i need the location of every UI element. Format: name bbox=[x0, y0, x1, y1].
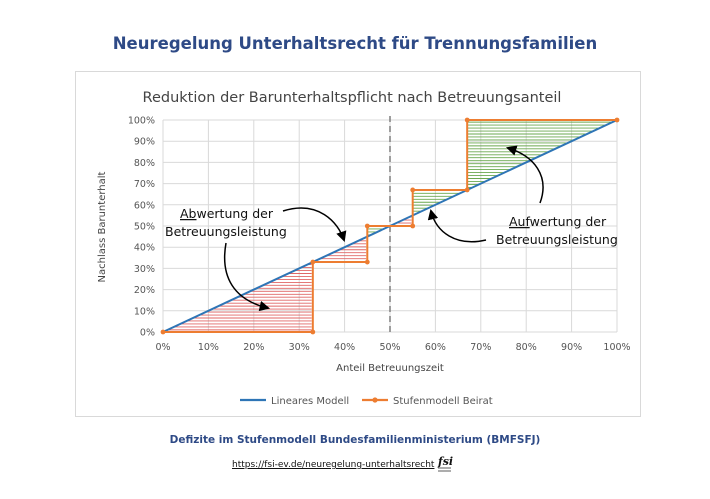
step-point bbox=[364, 223, 370, 229]
annotation-arrow-to-step bbox=[282, 207, 347, 242]
page-title: Neuregelung Unterhaltsrecht für Trennung… bbox=[112, 34, 598, 53]
step-point bbox=[614, 117, 620, 123]
x-tick-label: 20% bbox=[243, 342, 264, 353]
annotation-arrow-to-deficit bbox=[224, 242, 271, 312]
y-tick-label: 90% bbox=[134, 137, 155, 148]
y-tick-label: 10% bbox=[134, 306, 155, 317]
annotation-arrow-to-surplus bbox=[505, 145, 544, 204]
step-point bbox=[410, 187, 416, 193]
x-tick-label: 40% bbox=[334, 342, 355, 353]
x-tick-label: 60% bbox=[425, 342, 446, 353]
y-tick-label: 30% bbox=[134, 264, 155, 275]
y-tick-label: 60% bbox=[134, 200, 155, 211]
legend-label-step: Stufenmodell Beirat bbox=[393, 396, 493, 407]
x-axis-label: Anteil Betreuungszeit bbox=[336, 363, 444, 374]
step-point bbox=[464, 117, 470, 123]
annotation-aufwertung: Aufwertung der Betreuungsleistung bbox=[427, 145, 618, 247]
step-point bbox=[464, 187, 470, 193]
annotation-arrow-to-small-surplus bbox=[427, 208, 487, 243]
tick-layer: 0% 10% 20% 30% 40% 50% 60% 70% 80% 90% 100% 0% 10% 20… bbox=[128, 116, 631, 354]
step-point bbox=[160, 329, 166, 335]
annotation-aufwertung-underlined: Auf bbox=[509, 214, 530, 229]
step-point bbox=[364, 259, 370, 265]
series-layer bbox=[160, 116, 620, 335]
caption: Defizite im Stufenmodell Bundesfamilienm… bbox=[169, 434, 541, 446]
y-tick-label: 0% bbox=[140, 328, 155, 339]
y-tick-label: 50% bbox=[134, 222, 155, 233]
fsi-logo: fsi bbox=[437, 455, 453, 472]
source-link[interactable]: https://fsi-ev.de/neuregelung-unterhalts… bbox=[232, 460, 435, 470]
chart-svg: Reduktion der Barunterhaltspflicht nach … bbox=[97, 90, 631, 407]
fsi-logo-text: fsi bbox=[437, 455, 453, 468]
annotation-abwertung-rest: wertung der bbox=[197, 206, 274, 221]
annotation-aufwertung-rest: wertung der bbox=[530, 214, 607, 229]
step-point bbox=[310, 259, 316, 265]
chart-frame: Reduktion der Barunterhaltspflicht nach … bbox=[75, 71, 641, 417]
annotation-abwertung: Abwertung der Betreuungsleistung bbox=[165, 206, 347, 312]
y-tick-label: 70% bbox=[134, 179, 155, 190]
step-point bbox=[310, 329, 316, 335]
svg-text:Aufwertung der: Aufwertung der bbox=[509, 214, 607, 229]
y-tick-label: 80% bbox=[134, 158, 155, 169]
y-tick-label: 40% bbox=[134, 243, 155, 254]
x-tick-label: 0% bbox=[155, 342, 170, 353]
chart-title: Reduktion der Barunterhaltspflicht nach … bbox=[143, 90, 562, 106]
y-tick-label: 20% bbox=[134, 285, 155, 296]
annotation-aufwertung-line2: Betreuungsleistung bbox=[496, 232, 618, 247]
annotation-abwertung-line2: Betreuungsleistung bbox=[165, 224, 287, 239]
x-tick-label: 80% bbox=[516, 342, 537, 353]
legend-marker-step bbox=[372, 397, 378, 403]
series-line-step bbox=[163, 119, 617, 333]
y-axis-label: Nachlass Barunterhalt bbox=[97, 171, 108, 282]
svg-text:Abwertung der: Abwertung der bbox=[180, 206, 274, 221]
legend: Lineares Modell Stufenmodell Beirat bbox=[240, 396, 493, 407]
x-tick-label: 90% bbox=[561, 342, 582, 353]
x-tick-label: 50% bbox=[379, 342, 400, 353]
x-tick-label: 10% bbox=[198, 342, 219, 353]
step-point bbox=[410, 223, 416, 229]
x-tick-label: 30% bbox=[289, 342, 310, 353]
x-tick-label: 70% bbox=[470, 342, 491, 353]
legend-label-linear: Lineares Modell bbox=[271, 396, 349, 407]
y-tick-label: 100% bbox=[128, 116, 155, 127]
x-tick-label: 100% bbox=[603, 342, 630, 353]
annotation-abwertung-underlined: Ab bbox=[180, 206, 197, 221]
